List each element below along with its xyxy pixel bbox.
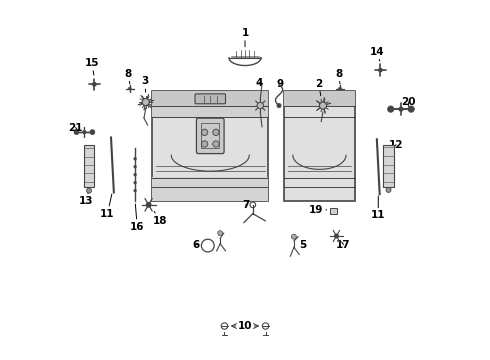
- Circle shape: [334, 234, 339, 238]
- Bar: [84, 145, 95, 187]
- Bar: [152, 177, 269, 201]
- Text: 13: 13: [79, 192, 94, 206]
- Bar: [284, 91, 355, 201]
- Text: 8: 8: [124, 69, 132, 84]
- Circle shape: [90, 130, 95, 135]
- FancyBboxPatch shape: [196, 118, 224, 154]
- Text: 20: 20: [401, 97, 416, 107]
- Circle shape: [378, 68, 382, 72]
- Text: 19: 19: [309, 205, 326, 215]
- Circle shape: [134, 189, 137, 192]
- Bar: [201, 123, 220, 148]
- Circle shape: [292, 234, 296, 239]
- Text: 6: 6: [193, 239, 200, 249]
- Circle shape: [386, 188, 391, 192]
- Text: 11: 11: [371, 196, 386, 220]
- FancyBboxPatch shape: [195, 94, 225, 104]
- Circle shape: [339, 87, 342, 90]
- Circle shape: [128, 87, 131, 90]
- Circle shape: [213, 129, 219, 135]
- Bar: [152, 106, 269, 117]
- Text: 17: 17: [336, 239, 351, 249]
- Circle shape: [201, 141, 208, 147]
- Circle shape: [134, 181, 137, 184]
- Circle shape: [142, 99, 149, 105]
- Text: 15: 15: [85, 58, 99, 75]
- Circle shape: [408, 106, 415, 112]
- Text: 1: 1: [242, 28, 248, 47]
- Circle shape: [218, 231, 222, 236]
- Circle shape: [388, 106, 394, 112]
- Text: 16: 16: [130, 204, 145, 232]
- Circle shape: [213, 141, 219, 147]
- Text: 9: 9: [276, 78, 283, 89]
- Text: 2: 2: [315, 78, 322, 96]
- Bar: [152, 91, 269, 201]
- Bar: [152, 91, 269, 106]
- Text: 10: 10: [238, 321, 252, 331]
- Text: 18: 18: [153, 211, 167, 226]
- Circle shape: [319, 102, 326, 109]
- Circle shape: [87, 188, 92, 193]
- Circle shape: [93, 82, 97, 86]
- Circle shape: [134, 157, 137, 160]
- Text: 4: 4: [255, 77, 263, 87]
- Bar: [284, 91, 355, 106]
- Circle shape: [134, 173, 137, 176]
- Circle shape: [146, 202, 151, 207]
- Bar: [383, 145, 394, 187]
- Text: 8: 8: [335, 69, 342, 84]
- Bar: [330, 208, 337, 214]
- Circle shape: [257, 102, 264, 109]
- Circle shape: [83, 130, 86, 134]
- Text: 3: 3: [142, 76, 148, 92]
- Circle shape: [134, 165, 137, 168]
- Text: 11: 11: [100, 194, 115, 219]
- Text: 7: 7: [242, 200, 249, 210]
- Text: 21: 21: [68, 122, 83, 132]
- Text: 5: 5: [299, 239, 307, 249]
- Circle shape: [201, 129, 208, 135]
- Text: 14: 14: [370, 47, 385, 61]
- Text: 12: 12: [389, 140, 403, 149]
- Circle shape: [399, 107, 403, 111]
- Circle shape: [74, 130, 79, 135]
- Circle shape: [277, 103, 281, 108]
